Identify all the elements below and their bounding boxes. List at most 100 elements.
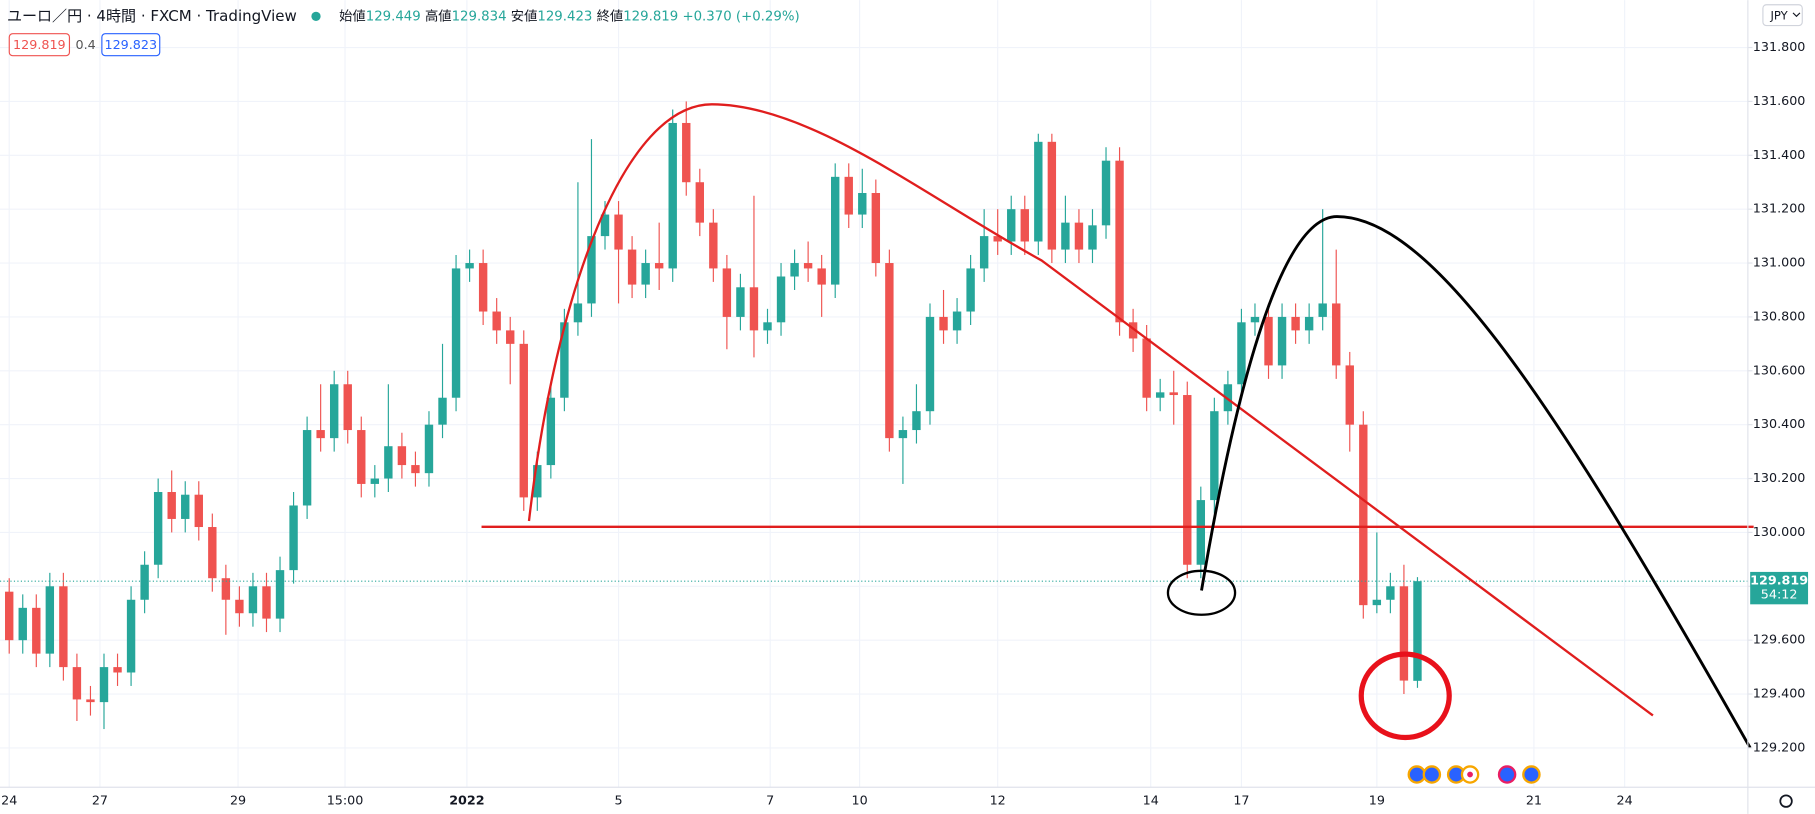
candle-body [208, 527, 217, 579]
candle-body [1372, 599, 1382, 606]
black-arc [1200, 215, 1752, 749]
candle-body [1304, 316, 1314, 331]
candle-body [384, 446, 393, 479]
candle-body [478, 263, 488, 312]
symbol-title[interactable]: ユーロ／円 · 4時間 · FXCM · TradingView [7, 7, 297, 25]
ohlc-legend: 始値129.449 高値129.834 安値129.423 終値129.819 … [339, 7, 800, 24]
ask-price: 129.823 [104, 38, 157, 53]
candle-body [952, 311, 962, 331]
candle-body [45, 586, 55, 654]
candle-body [140, 564, 149, 600]
candle-body [858, 193, 867, 215]
currency-button[interactable] [1762, 4, 1803, 27]
candle-body [262, 586, 271, 619]
ask-box[interactable] [101, 33, 161, 57]
candle-body [817, 268, 826, 285]
candle-body [59, 586, 68, 668]
x-tick-label: 19 [1369, 794, 1385, 809]
red-arc [527, 103, 1654, 717]
y-tick-label: 131.400 [1753, 148, 1806, 163]
event-icon[interactable] [1407, 765, 1427, 784]
candle-body [844, 176, 853, 215]
candle-body [1210, 411, 1219, 501]
y-tick-label: 130.600 [1753, 363, 1806, 378]
candle-body [1318, 303, 1327, 317]
candle-body [1061, 222, 1070, 250]
annotations [481, 103, 1754, 749]
candle-body [181, 494, 190, 519]
bid-price: 129.819 [13, 38, 66, 53]
candle-body [993, 236, 1002, 242]
candle-body [316, 430, 325, 439]
ohlc-label: 始値 [339, 8, 366, 24]
candle-body [126, 599, 136, 673]
candle-body [1250, 316, 1260, 323]
event-dot [1467, 771, 1473, 778]
y-tick-label: 130.200 [1753, 471, 1806, 486]
candle-body [1115, 160, 1124, 323]
candle-body [736, 287, 745, 317]
price-label-box [1750, 571, 1809, 605]
ohlc-value: 129.423 [537, 9, 592, 24]
y-tick-label: 130.800 [1753, 309, 1806, 324]
candle-body [1399, 586, 1409, 681]
candle-body [871, 193, 881, 264]
candle-body [790, 263, 799, 277]
candle-body [1277, 316, 1287, 366]
ohlc-label: 高値 [425, 7, 452, 24]
x-tick-label: 7 [766, 794, 774, 809]
candle-body [1034, 141, 1043, 242]
candle-body [167, 492, 176, 519]
black-ellipse [1166, 569, 1237, 616]
candle-body [275, 570, 285, 619]
candle-body [1332, 303, 1341, 366]
candle-body [235, 599, 244, 614]
x-tick-label: 12 [990, 794, 1006, 809]
y-tick-label: 130.400 [1753, 417, 1806, 432]
y-tick-label: 131.200 [1753, 202, 1806, 217]
market-status-dot[interactable] [311, 11, 321, 21]
candle-body [438, 397, 447, 425]
x-tick-label: 29 [230, 794, 246, 809]
candle-body [709, 222, 718, 269]
candle-body [289, 505, 298, 571]
candle-body [1155, 392, 1165, 398]
event-icon[interactable] [1522, 765, 1541, 784]
ohlc-value: 129.834 [452, 9, 507, 24]
candle-body [519, 343, 528, 498]
y-tick-label: 129.600 [1753, 633, 1806, 648]
x-tick-label: 15:00 [327, 794, 364, 809]
x-tick-label: 10 [851, 794, 867, 809]
candle-body [506, 330, 515, 344]
candle-body [1101, 160, 1111, 226]
candle-body [86, 699, 95, 703]
event-icon[interactable] [1497, 765, 1517, 784]
bid-box[interactable] [8, 33, 71, 57]
candle-body [560, 322, 569, 398]
settings-button[interactable] [1779, 794, 1793, 808]
candle-body [573, 303, 583, 323]
candle-body [221, 578, 231, 600]
x-tick-label: 14 [1143, 794, 1159, 809]
change-value: +0.370 (+0.29%) [682, 9, 799, 24]
candle-body [113, 667, 122, 673]
event-icon[interactable] [1422, 765, 1442, 784]
settings-icon[interactable] [1779, 794, 1793, 808]
candle-body [1345, 365, 1354, 425]
ohlc-value: 129.449 [366, 9, 421, 24]
ohlc-label: 安値 [511, 8, 538, 24]
x-tick-label: 21 [1526, 794, 1542, 809]
candle-body [1264, 316, 1273, 366]
candle-body [1142, 338, 1151, 398]
spread: 0.4 [76, 38, 96, 53]
currency-label: JPY [1770, 8, 1789, 22]
candle-body [194, 494, 203, 528]
candle-body [600, 214, 610, 237]
x-tick-label: 17 [1233, 794, 1249, 809]
price-label: 129.819 [1750, 574, 1808, 589]
candle-body [329, 384, 339, 439]
event-icons [1407, 765, 1541, 784]
candle-body [1047, 141, 1057, 250]
candle-body [424, 424, 434, 474]
candle-body [248, 586, 258, 614]
